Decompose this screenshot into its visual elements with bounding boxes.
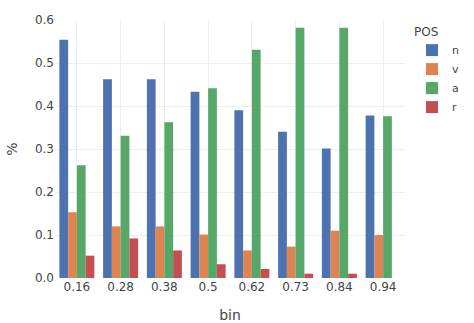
- svg-text:r: r: [452, 101, 457, 114]
- svg-text:0.73: 0.73: [282, 280, 309, 294]
- svg-text:0.5: 0.5: [35, 56, 54, 70]
- svg-text:0.84: 0.84: [326, 280, 353, 294]
- svg-text:POS: POS: [414, 25, 438, 39]
- svg-text:0.16: 0.16: [64, 280, 91, 294]
- svg-text:0.2: 0.2: [35, 185, 54, 199]
- svg-text:0.1: 0.1: [35, 228, 54, 242]
- svg-text:0.62: 0.62: [239, 280, 266, 294]
- svg-text:0.94: 0.94: [370, 280, 397, 294]
- svg-text:bin: bin: [219, 307, 241, 323]
- svg-text:0.3: 0.3: [35, 142, 54, 156]
- svg-text:0.38: 0.38: [151, 280, 178, 294]
- svg-text:0.4: 0.4: [35, 99, 54, 113]
- svg-text:0.28: 0.28: [107, 280, 134, 294]
- svg-text:n: n: [452, 44, 459, 57]
- svg-text:v: v: [452, 63, 459, 76]
- svg-text:%: %: [4, 142, 20, 155]
- svg-text:a: a: [452, 82, 459, 95]
- svg-text:0.0: 0.0: [35, 271, 54, 285]
- svg-text:0.6: 0.6: [35, 13, 54, 27]
- svg-text:0.5: 0.5: [199, 280, 218, 294]
